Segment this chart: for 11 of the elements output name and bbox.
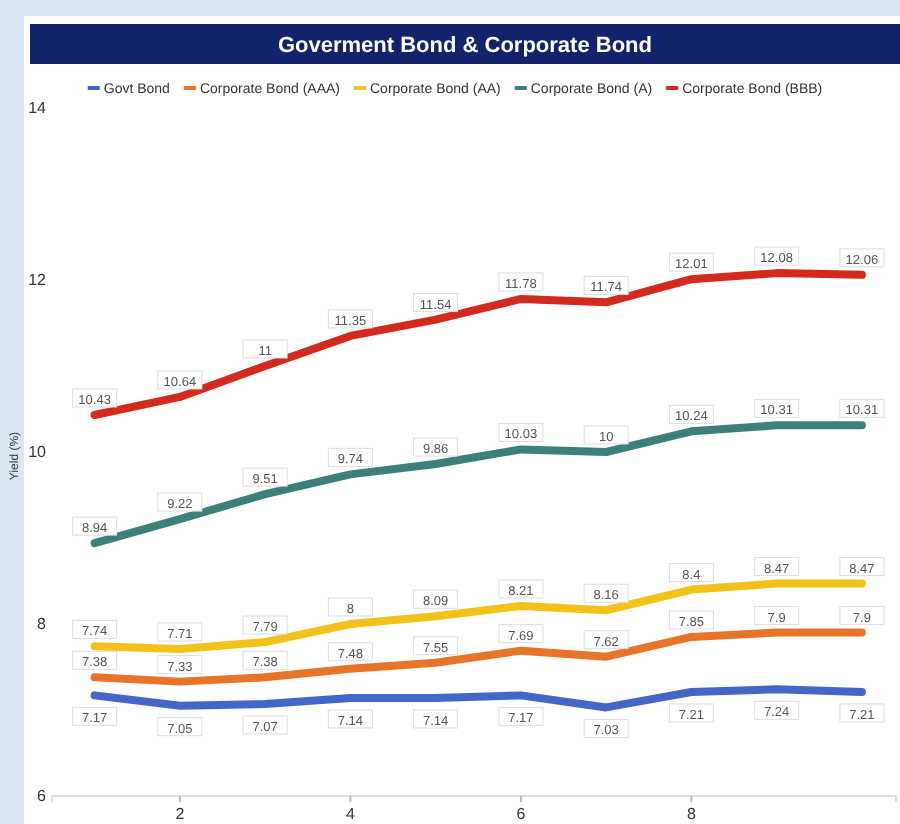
x-tick-label: 8	[686, 805, 697, 824]
y-tick-label: 14	[28, 99, 48, 118]
line-series	[90, 685, 866, 712]
chart-title: Goverment Bond & Corporate Bond	[277, 34, 653, 58]
x-tick-label: 6	[516, 805, 527, 824]
y-tick-label: 8	[37, 615, 48, 634]
x-tick-label: 4	[345, 805, 356, 824]
y-tick-label: 12	[28, 271, 48, 290]
x-tick-label: 2	[175, 805, 186, 824]
y-tick-label: 10	[28, 443, 48, 462]
y-tick-label: 6	[37, 787, 48, 806]
